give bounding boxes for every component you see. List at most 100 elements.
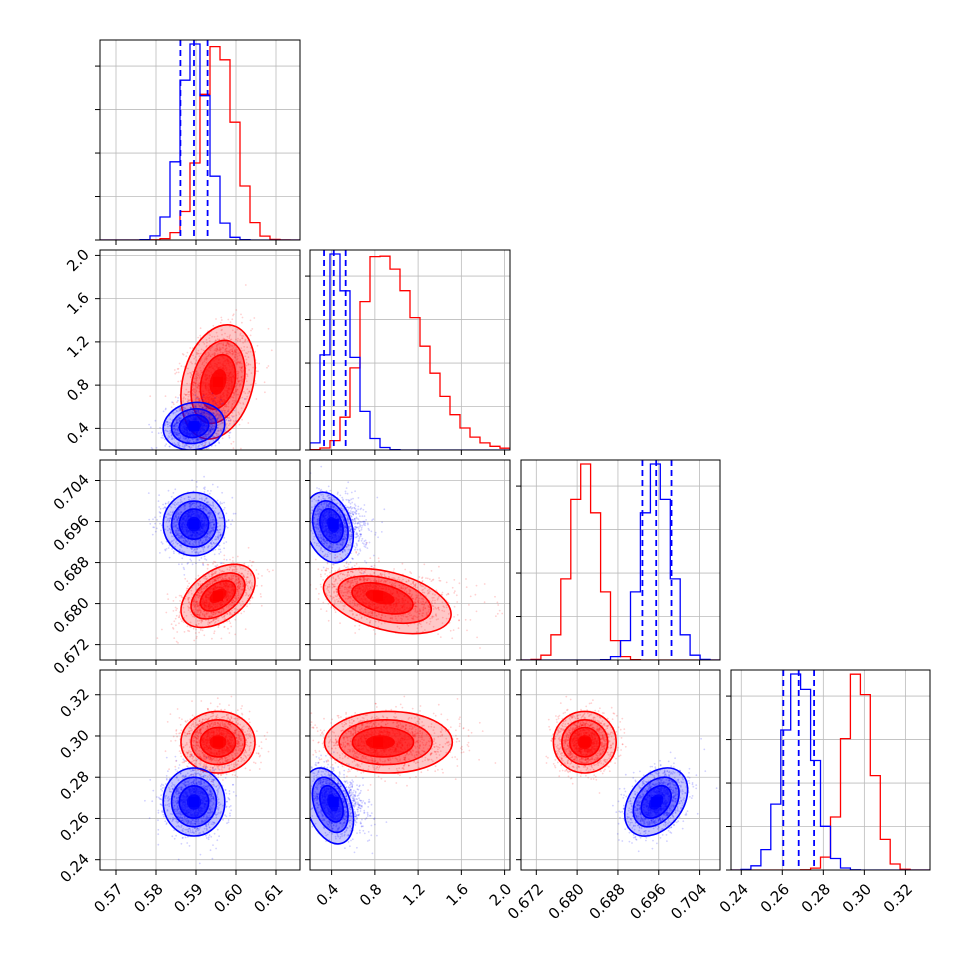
scatter-point [232,419,235,422]
scatter-point [164,445,167,447]
scatter-point [160,436,163,439]
scatter-point [211,436,214,439]
scatter-point [240,366,243,369]
scatter-point [232,440,235,443]
scatter-point [222,337,225,340]
scatter-point [180,365,183,367]
scatter-point [200,412,203,415]
scatter-point [233,409,236,412]
scatter-point [194,382,197,384]
scatter-point [242,335,245,337]
scatter-point [201,439,203,441]
scatter-point [199,377,201,380]
scatter-point [194,384,197,387]
scatter-point [165,443,168,446]
scatter-point [240,313,242,316]
scatter-point [236,361,239,363]
scatter-point [216,417,219,419]
scatter-point [207,432,210,435]
scatter-point [174,422,177,425]
scatter-point [225,419,228,421]
scatter-point [178,420,181,422]
scatter-point [182,399,185,402]
scatter-point [183,412,185,415]
scatter-point [205,346,208,348]
scatter-point [224,409,227,412]
scatter-point [184,398,187,400]
scatter-point [205,434,207,436]
scatter-point [213,354,216,357]
scatter-point [203,343,206,345]
scatter-point [241,321,243,324]
scatter-point [194,382,197,385]
scatter-point [237,352,239,355]
scatter-point [219,428,222,431]
scatter-point [220,342,223,345]
scatter-point [242,341,245,344]
scatter-point [170,434,173,436]
scatter-point [209,429,212,432]
scatter-point [174,372,177,375]
scatter-point [168,445,171,448]
scatter-point [225,350,228,353]
scatter-point [160,529,162,532]
scatter-point [216,404,218,406]
scatter-point [242,402,245,404]
scatter-point [173,424,176,426]
scatter-point [186,401,189,403]
scatter-point [212,412,215,414]
scatter-point [204,358,206,361]
scatter-point [218,349,221,352]
scatter-point [184,438,187,440]
scatter-point [211,637,213,640]
scatter-point [179,380,182,382]
scatter-point [239,332,242,335]
scatter-point [197,398,200,401]
scatter-point [247,363,250,366]
scatter-point [243,398,246,400]
scatter-point [194,410,197,413]
scatter-point [234,388,237,391]
scatter-point [233,393,236,395]
scatter-point [228,337,231,339]
scatter-point [195,409,198,412]
scatter-point [218,552,221,555]
scatter-point [232,391,235,394]
scatter-point [234,348,236,351]
scatter-point [226,341,229,344]
scatter-point [199,373,202,376]
scatter-point [197,404,200,407]
scatter-point [179,407,182,410]
scatter-point [199,437,202,440]
scatter-point [235,420,238,422]
scatter-point [182,439,184,442]
scatter-point [229,325,231,328]
scatter-point [197,336,200,339]
scatter-point [224,344,227,347]
scatter-point [176,401,178,404]
scatter-point [204,407,207,409]
scatter-point [195,637,198,640]
scatter-point [230,442,233,445]
scatter-point [229,419,232,421]
scatter-point [231,350,234,353]
scatter-point [231,345,234,347]
scatter-point [187,585,189,588]
scatter-point [241,380,244,383]
scatter-point [158,494,161,496]
scatter-point [203,412,206,414]
scatter-point [230,344,233,347]
scatter-point [228,434,231,437]
scatter-point [224,332,226,335]
scatter-point [179,437,182,439]
scatter-point [188,630,191,633]
scatter-point [186,382,189,385]
scatter-point [235,309,238,311]
scatter-point [176,422,178,425]
scatter-point [256,344,259,347]
scatter-point [208,340,211,342]
scatter-point [220,419,223,422]
scatter-point [219,351,222,353]
scatter-point [220,409,223,412]
scatter-point [156,637,159,639]
